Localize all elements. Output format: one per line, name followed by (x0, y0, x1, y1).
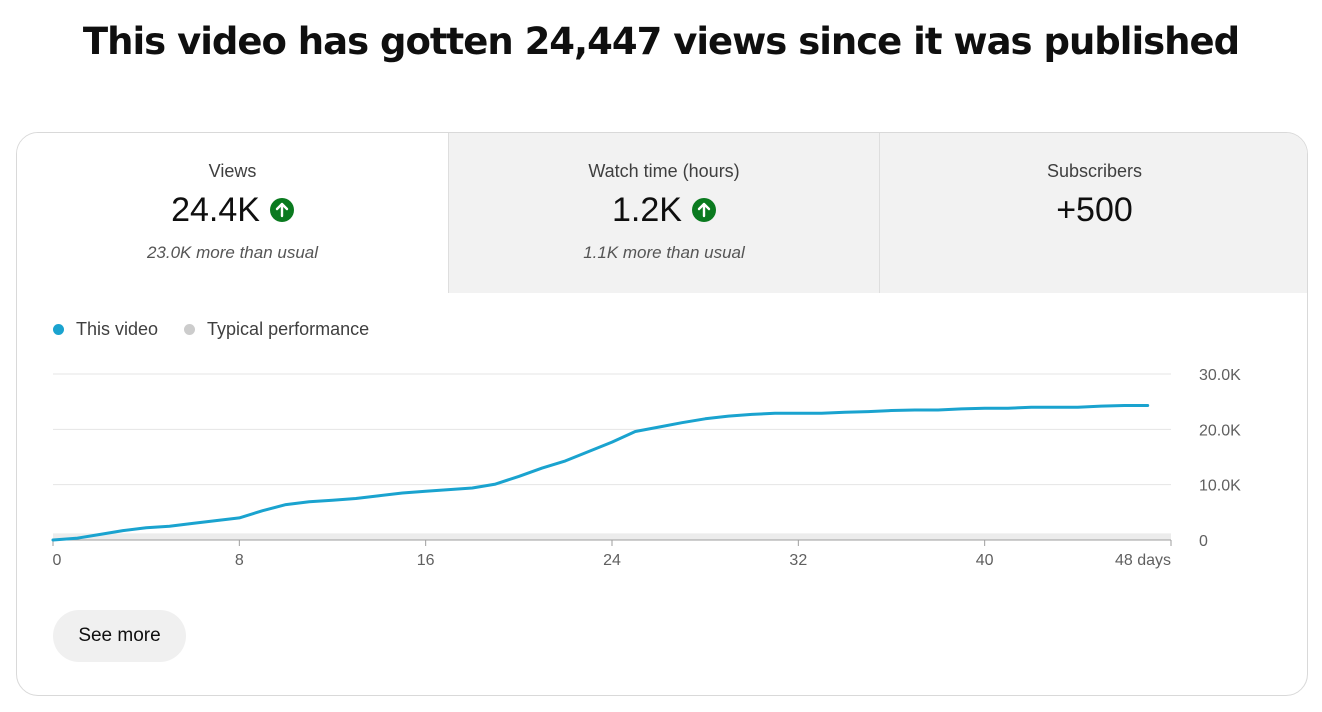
arrow-up-circle-icon (269, 198, 294, 222)
legend-dot-icon (184, 324, 196, 335)
y-tick-label: 0 (1199, 533, 1208, 550)
tab-label: Watch time (hours) (588, 161, 740, 181)
legend-dot-icon (53, 324, 64, 335)
tab-views[interactable]: Views 24.4K 23.0K more than usual (17, 133, 448, 293)
legend-label: Typical performance (207, 319, 370, 339)
watch-time-comparison: 1.1K more than usual (583, 243, 745, 262)
series-line-this-video (51, 404, 1150, 542)
x-tick-label: 0 (53, 552, 62, 569)
subscribers-value: +500 (1056, 190, 1133, 229)
see-more-button[interactable]: See more (53, 610, 186, 662)
arrow-up-circle-icon (691, 198, 716, 222)
y-tick-label: 20.0K (1199, 422, 1241, 439)
views-line-chart: 0 10.0K 20.0K 30.0K 0 8 16 24 32 40 48 days (51, 367, 1241, 569)
metric-tabs: Views 24.4K 23.0K more than usual Watch … (17, 133, 1307, 293)
y-tick-label: 10.0K (1199, 478, 1241, 495)
chart-legend: This video Typical performance (53, 319, 395, 340)
tab-label: Subscribers (1046, 161, 1143, 181)
tab-label: Views (208, 161, 257, 181)
y-tick-label: 30.0K (1199, 367, 1241, 384)
typical-performance-band (53, 533, 1171, 540)
x-tick-label: 24 (603, 552, 621, 569)
legend-item-this-video: This video (53, 319, 158, 340)
tab-watch-time[interactable]: Watch time (hours) 1.2K 1.1K more than u… (448, 133, 879, 293)
watch-time-value: 1.2K (612, 190, 682, 229)
tab-subscribers[interactable]: Subscribers +500 (879, 133, 1307, 293)
views-comparison: 23.0K more than usual (146, 243, 319, 262)
x-tick-label: 32 (789, 552, 807, 569)
legend-item-typical: Typical performance (184, 319, 369, 340)
page-headline: This video has gotten 24,447 views since… (82, 20, 1240, 63)
x-tick-label: 16 (417, 552, 435, 569)
x-tick-label: 8 (235, 552, 244, 569)
views-value: 24.4K (171, 190, 260, 229)
analytics-card: Views 24.4K 23.0K more than usual Watch … (16, 132, 1308, 696)
legend-label: This video (76, 319, 159, 339)
x-tick-label: 48 days (1115, 552, 1171, 569)
x-tick-label: 40 (976, 552, 994, 569)
